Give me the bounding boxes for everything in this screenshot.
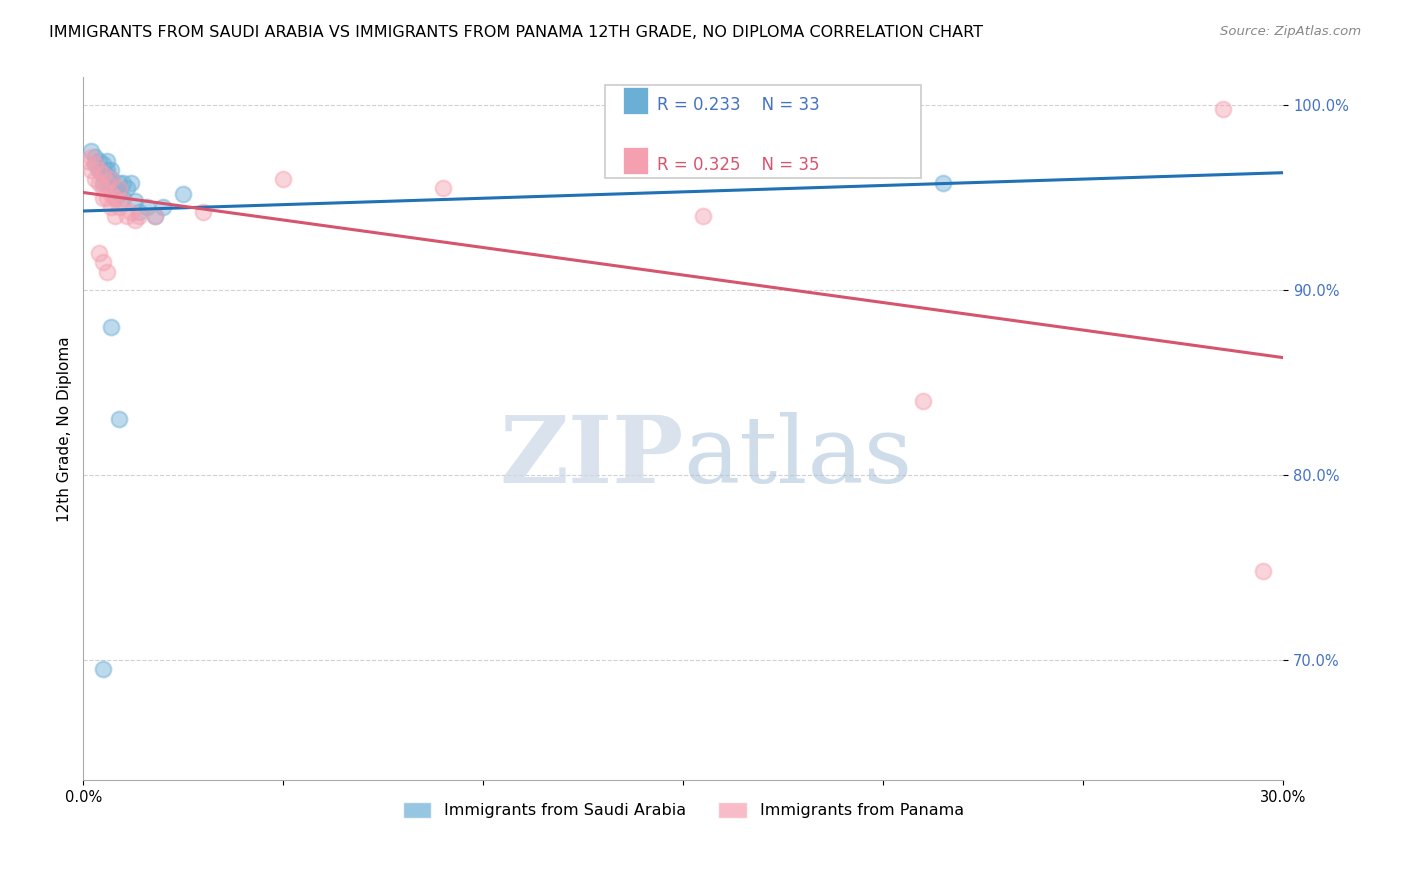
Point: [143, 209, 166, 223]
Point: [692, 209, 714, 223]
Y-axis label: 12th Grade, No Diploma: 12th Grade, No Diploma: [58, 336, 72, 522]
Point: [84, 150, 107, 164]
Point: [128, 205, 150, 219]
Point: [1212, 102, 1234, 116]
Point: [80, 150, 103, 164]
Point: [91, 157, 114, 171]
Point: [124, 194, 146, 209]
Point: [112, 194, 135, 209]
Point: [100, 162, 122, 177]
Point: [84, 172, 107, 186]
Point: [96, 176, 118, 190]
Point: [80, 162, 103, 177]
Point: [112, 176, 135, 190]
Point: [143, 209, 166, 223]
Point: [104, 191, 127, 205]
Point: [89, 153, 111, 168]
Text: Source: ZipAtlas.com: Source: ZipAtlas.com: [1220, 25, 1361, 38]
Point: [100, 200, 122, 214]
Point: [100, 181, 122, 195]
Point: [89, 162, 111, 177]
Point: [124, 212, 146, 227]
Point: [91, 181, 114, 195]
Point: [152, 200, 174, 214]
Point: [91, 191, 114, 205]
Point: [96, 176, 118, 190]
Point: [84, 157, 107, 171]
Point: [108, 200, 131, 214]
Point: [96, 264, 118, 278]
Point: [91, 662, 114, 676]
Point: [193, 205, 215, 219]
Point: [1251, 564, 1274, 578]
Point: [89, 176, 111, 190]
Point: [128, 209, 150, 223]
Point: [89, 162, 111, 177]
Point: [112, 191, 135, 205]
Point: [108, 412, 131, 426]
Point: [271, 172, 294, 186]
Point: [432, 181, 454, 195]
Point: [80, 145, 103, 159]
Point: [108, 186, 131, 201]
Point: [96, 153, 118, 168]
Text: R = 0.325    N = 35: R = 0.325 N = 35: [657, 156, 820, 174]
Point: [91, 255, 114, 269]
Point: [912, 394, 935, 409]
Point: [120, 205, 142, 219]
Point: [96, 169, 118, 183]
Point: [100, 172, 122, 186]
Point: [104, 191, 127, 205]
Point: [91, 167, 114, 181]
Legend: Immigrants from Saudi Arabia, Immigrants from Panama: Immigrants from Saudi Arabia, Immigrants…: [396, 796, 970, 825]
Point: [932, 176, 955, 190]
Point: [89, 246, 111, 260]
Point: [76, 153, 98, 168]
Point: [104, 209, 127, 223]
Point: [100, 320, 122, 334]
Point: [136, 200, 159, 214]
Text: R = 0.233    N = 33: R = 0.233 N = 33: [657, 96, 820, 114]
Text: atlas: atlas: [683, 412, 912, 502]
Point: [91, 176, 114, 190]
Point: [91, 167, 114, 181]
Text: ZIP: ZIP: [499, 412, 683, 502]
Point: [120, 176, 142, 190]
Point: [108, 176, 131, 190]
Point: [108, 181, 131, 195]
Point: [117, 181, 139, 195]
Point: [100, 172, 122, 186]
Point: [96, 191, 118, 205]
Point: [117, 209, 139, 223]
Point: [96, 162, 118, 177]
Point: [104, 181, 127, 195]
Point: [172, 186, 194, 201]
Text: IMMIGRANTS FROM SAUDI ARABIA VS IMMIGRANTS FROM PANAMA 12TH GRADE, NO DIPLOMA CO: IMMIGRANTS FROM SAUDI ARABIA VS IMMIGRAN…: [49, 25, 983, 40]
Point: [100, 186, 122, 201]
Point: [84, 157, 107, 171]
